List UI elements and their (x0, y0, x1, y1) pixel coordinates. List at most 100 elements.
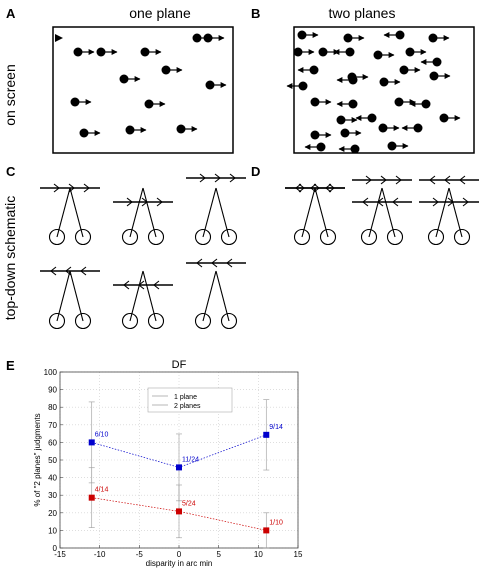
dot-with-arrow (161, 65, 183, 75)
dot-with-arrow (203, 33, 225, 43)
x-tick-label: -5 (136, 550, 144, 559)
x-tick-label: -10 (94, 550, 106, 559)
dot-with-arrow (293, 47, 315, 57)
panel-letter-c: C (6, 164, 16, 179)
y-tick-label: 50 (48, 456, 57, 465)
dots-one-plane (55, 33, 227, 138)
dot-with-arrow (405, 47, 427, 57)
dot-with-arrow (140, 47, 162, 57)
dot-with-arrow (144, 99, 166, 109)
y-tick-label: 30 (48, 491, 57, 500)
dot-with-arrow (336, 115, 358, 125)
y-tick-label: 100 (44, 368, 58, 377)
data-label: 1/10 (269, 519, 283, 526)
dot-with-arrow (340, 128, 362, 138)
dot-with-arrow (336, 99, 358, 109)
dots-two-planes (286, 30, 461, 154)
dot-with-arrow (420, 57, 442, 67)
dot-with-arrow (125, 125, 147, 135)
legend-entry: 1 plane (174, 394, 197, 401)
x-tick-label: 15 (294, 550, 303, 559)
y-tick-label: 80 (48, 403, 57, 412)
x-tick-label: 0 (177, 550, 182, 559)
dot-with-arrow (205, 80, 227, 90)
dot-with-arrow (96, 47, 118, 57)
y-tick-label: 40 (48, 474, 57, 483)
screen-box-one-plane (52, 26, 234, 154)
dot-with-arrow (304, 142, 326, 152)
dot-with-arrow (378, 123, 400, 133)
panel-letter-b: B (251, 6, 260, 21)
top-down-schematics (40, 173, 479, 330)
data-point (176, 508, 182, 515)
arrow-head (55, 34, 63, 42)
dot-with-arrow (310, 130, 332, 140)
series-2-planes: 6/10 11/24 9/14 (88, 399, 283, 502)
x-tick-label: -15 (54, 550, 66, 559)
data-point (176, 464, 182, 471)
legend-entry: 2 planes (174, 403, 201, 410)
schematic-c3 (186, 173, 246, 246)
panel-letter-d: D (251, 164, 260, 179)
dot-with-arrow (119, 74, 141, 84)
dot-with-arrow (401, 123, 423, 133)
x-axis-label: disparity in arc min (146, 559, 213, 568)
schematic-c1 (40, 183, 100, 246)
side-label-top-down: top-down schematic (2, 196, 18, 321)
dot-with-arrow (297, 65, 319, 75)
dot-with-arrow (373, 50, 395, 60)
dot-with-arrow (333, 47, 355, 57)
dot-with-arrow (439, 113, 461, 123)
schematic-c6 (186, 258, 246, 330)
dot-with-arrow (355, 113, 377, 123)
dot-with-arrow (409, 99, 431, 109)
dot-with-arrow (379, 77, 401, 87)
dot-with-arrow (338, 144, 360, 154)
dot-with-arrow (70, 97, 92, 107)
series-1-plane: 4/14 5/24 1/10 (88, 467, 283, 549)
dot-with-arrow (343, 33, 365, 43)
legend: 1 plane 2 planes (147, 387, 233, 413)
y-tick-label: 0 (53, 544, 58, 553)
panel-letter-e: E (6, 358, 15, 373)
dot-with-arrow (297, 30, 319, 40)
x-tick-label: 10 (254, 550, 263, 559)
dot-with-arrow (176, 124, 198, 134)
schematic-c4 (40, 266, 100, 330)
side-label-on-screen: on screen (2, 64, 18, 125)
schematic-c5 (113, 270, 173, 330)
y-axis-label: % of "2 planes" judgments (33, 413, 42, 506)
dot-with-arrow (428, 33, 450, 43)
data-label: 6/10 (95, 431, 109, 438)
screen-box-two-planes (293, 26, 475, 154)
data-label: 4/14 (95, 487, 109, 494)
panel-title-one-plane: one plane (129, 5, 191, 21)
dot-with-arrow (286, 81, 308, 91)
schematic-c2 (113, 187, 173, 246)
dot-with-arrow (73, 47, 95, 57)
dot-with-arrow (310, 97, 332, 107)
y-tick-label: 20 (48, 509, 57, 518)
y-tick-label: 10 (48, 526, 57, 535)
panel-letter-a: A (6, 6, 16, 21)
data-point (263, 431, 270, 438)
chart-plot: DF -15 -10 -5 0 5 10 15 0 10 20 30 40 50 60 70 80 90 100 di… (33, 359, 303, 568)
data-label: 11/24 (182, 456, 199, 463)
dot-with-arrow (394, 97, 416, 107)
data-point (88, 439, 95, 446)
schematic-d3 (419, 175, 479, 246)
dot-with-arrow (383, 30, 405, 40)
y-tick-label: 60 (48, 438, 57, 447)
dot-with-arrow (429, 71, 451, 81)
data-label: 9/14 (269, 424, 283, 431)
panel-title-two-planes: two planes (329, 5, 396, 21)
data-label: 5/24 (182, 500, 196, 507)
dot-with-arrow (387, 141, 409, 151)
data-point (263, 527, 270, 534)
dot-with-arrow (79, 128, 101, 138)
x-tick-label: 5 (216, 550, 221, 559)
schematic-d2 (352, 175, 412, 246)
y-tick-label: 90 (48, 386, 57, 395)
chart-title: DF (172, 359, 187, 371)
